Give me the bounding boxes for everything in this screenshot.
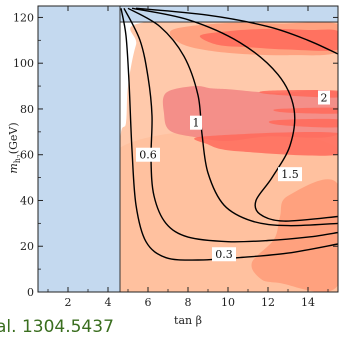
- contour-line-0.6: [123, 7, 338, 243]
- y-tick-label-100: 100: [13, 57, 34, 70]
- contour-label-bg-0.3: [212, 247, 236, 262]
- contour-label-bg-1.5: [278, 167, 302, 182]
- excluded-region-1: [38, 6, 121, 292]
- excluded-regions: [38, 6, 338, 292]
- y-axis-label-subsub: 2: [17, 154, 24, 158]
- contour-label-bg-2: [318, 90, 330, 105]
- y-axis-label-sub: h: [13, 158, 22, 163]
- y-axis-label-unit: (GeV): [7, 122, 20, 154]
- y-axis-label: mh2(GeV): [7, 122, 24, 173]
- shaded-region-4: [199, 28, 338, 51]
- contour-label-bg-0.6: [136, 147, 160, 162]
- shaded-region-9: [268, 118, 338, 128]
- x-tick-label-14: 14: [301, 296, 315, 309]
- contour-label-bg-1: [190, 115, 202, 130]
- y-tick-label-80: 80: [20, 103, 34, 116]
- y-tick-label-120: 120: [13, 11, 34, 24]
- contour-line-1.5: [131, 7, 338, 222]
- contour-labels: 0.3 0.6 1 1.5 2: [136, 90, 330, 262]
- contour-label-0.6: 0.6: [139, 149, 157, 162]
- svg-text:mh2(GeV): mh2(GeV): [7, 122, 24, 173]
- y-tick-label-0: 0: [27, 286, 34, 299]
- y-tick-label-60: 60: [20, 149, 34, 162]
- x-tick-label-8: 8: [185, 296, 192, 309]
- contour-label-1.5: 1.5: [281, 168, 299, 181]
- contour-line-0.3: [120, 8, 338, 261]
- citation-text: al. 1304.5437: [0, 317, 114, 337]
- shaded-region-10: [251, 179, 338, 292]
- y-tick-label-40: 40: [20, 194, 34, 207]
- contour-label-0.3: 0.3: [215, 248, 233, 261]
- contour-lines: [120, 7, 338, 261]
- contour-line-2: [135, 7, 338, 55]
- x-tick-label-4: 4: [105, 296, 112, 309]
- excluded-region-2: [119, 6, 338, 23]
- contour-label-2: 2: [321, 92, 328, 105]
- contour-label-1: 1: [193, 117, 200, 130]
- contour-line-1: [127, 7, 338, 227]
- y-tick-label-20: 20: [20, 240, 34, 253]
- y-axis-label-symbol: m: [7, 163, 20, 173]
- x-axis-label: tan β: [174, 314, 202, 327]
- shaded-region-6: [194, 131, 338, 156]
- shaded-region-8: [273, 107, 338, 114]
- x-tick-label-12: 12: [261, 296, 275, 309]
- x-tick-label-2: 2: [65, 296, 72, 309]
- x-tick-label-6: 6: [145, 296, 152, 309]
- plot-area: [38, 6, 338, 292]
- x-tick-label-10: 10: [221, 296, 235, 309]
